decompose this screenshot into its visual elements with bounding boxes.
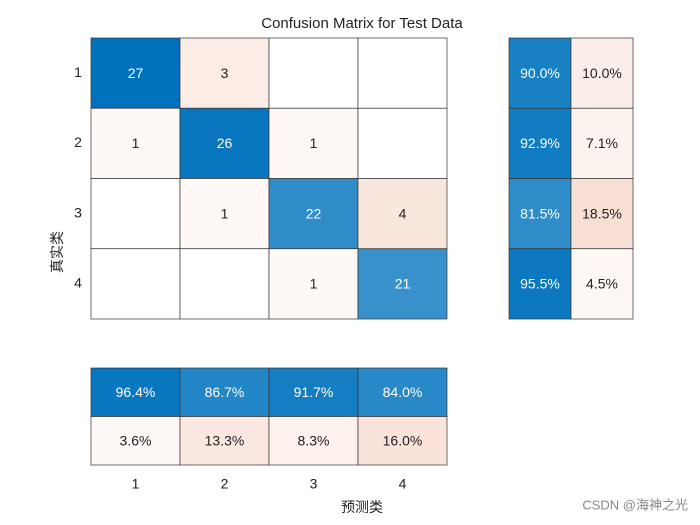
x-tick-label: 3 xyxy=(310,476,318,492)
y-tick-label: 3 xyxy=(74,204,82,220)
cell-label: 84.0% xyxy=(383,384,423,400)
empty-cell xyxy=(357,107,448,179)
cell xyxy=(90,37,181,109)
cell xyxy=(179,37,270,109)
empty-cell xyxy=(90,248,181,320)
cell xyxy=(268,107,359,179)
cell-label: 81.5% xyxy=(520,205,560,221)
cell xyxy=(570,178,634,250)
cell-label: 86.7% xyxy=(205,384,245,400)
cell-label: 27 xyxy=(128,65,144,81)
cell-label: 22 xyxy=(306,205,322,221)
cell xyxy=(570,248,634,320)
cell xyxy=(90,367,181,417)
empty-cell xyxy=(268,37,359,109)
cell xyxy=(357,248,448,320)
cell-label: 92.9% xyxy=(520,135,560,151)
cell xyxy=(268,248,359,320)
cell-label: 1 xyxy=(310,135,318,151)
cell xyxy=(570,37,634,109)
x-tick-label: 2 xyxy=(221,476,229,492)
cell xyxy=(179,367,270,417)
cell xyxy=(357,416,448,466)
y-axis-label: 真实类 xyxy=(50,231,66,273)
cell xyxy=(357,178,448,250)
cell-label: 8.3% xyxy=(298,432,330,448)
x-tick-label: 1 xyxy=(132,476,140,492)
y-tick-label: 4 xyxy=(74,275,82,291)
cell-label: 21 xyxy=(395,276,411,292)
cell-label: 13.3% xyxy=(205,432,245,448)
cell-label: 16.0% xyxy=(383,432,423,448)
cell-label: 1 xyxy=(221,205,229,221)
cell xyxy=(179,107,270,179)
cell xyxy=(179,178,270,250)
cell-label: 91.7% xyxy=(294,384,334,400)
cell-label: 1 xyxy=(310,276,318,292)
cell-label: 10.0% xyxy=(582,65,622,81)
cell xyxy=(508,178,572,250)
x-axis-label: 预测类 xyxy=(341,500,383,516)
cell-label: 1 xyxy=(132,135,140,151)
empty-cell xyxy=(357,37,448,109)
cell-label: 96.4% xyxy=(116,384,156,400)
cell-label: 7.1% xyxy=(586,135,618,151)
cell xyxy=(508,107,572,179)
cell xyxy=(357,367,448,417)
x-tick-label: 4 xyxy=(399,476,407,492)
cell-label: 26 xyxy=(217,135,233,151)
cell xyxy=(268,367,359,417)
cell xyxy=(268,416,359,466)
cell xyxy=(508,248,572,320)
empty-cell xyxy=(90,178,181,250)
cell-label: 90.0% xyxy=(520,65,560,81)
y-tick-label: 1 xyxy=(74,64,82,80)
cell-label: 3.6% xyxy=(120,432,152,448)
cell-label: 18.5% xyxy=(582,205,622,221)
cell xyxy=(90,107,181,179)
cell-label: 4.5% xyxy=(586,276,618,292)
cell xyxy=(90,416,181,466)
cell-label: 95.5% xyxy=(520,276,560,292)
empty-cell xyxy=(179,248,270,320)
chart-title: Confusion Matrix for Test Data xyxy=(261,15,463,32)
watermark: CSDN @海神之光 xyxy=(582,497,688,512)
y-tick-label: 2 xyxy=(74,134,82,150)
cell-label: 4 xyxy=(399,205,407,221)
cell xyxy=(570,107,634,179)
cell-label: 3 xyxy=(221,65,229,81)
